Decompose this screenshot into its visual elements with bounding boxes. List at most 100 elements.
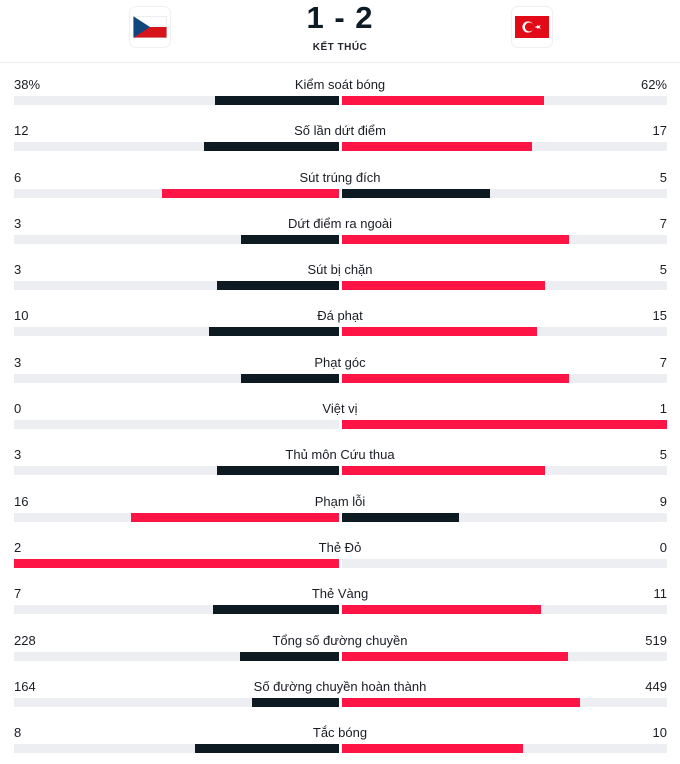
away-stat-bar: [342, 466, 545, 476]
away-stat-track: [342, 651, 667, 661]
home-stat-track: [14, 466, 339, 476]
home-stat-value: 228: [14, 632, 36, 648]
stat-row: 12 Số lần dứt điểm 17: [0, 109, 680, 155]
away-stat-bar: [342, 281, 545, 291]
away-stat-bar: [342, 744, 523, 754]
home-stat-track: [14, 96, 339, 105]
away-stat-bar: [342, 96, 544, 105]
away-stat-value: 17: [652, 123, 667, 139]
stat-row: 3 Sút bị chặn 5: [0, 248, 680, 294]
away-stat-value: 10: [652, 725, 667, 741]
stat-row: 3 Phạt góc 7: [0, 341, 680, 387]
home-stat-bar: [131, 512, 339, 522]
away-stat-bar: [342, 651, 568, 661]
home-stat-bar: [241, 234, 339, 244]
stat-label: Việt vị: [322, 401, 358, 417]
stat-label: Dứt điểm ra ngoài: [287, 215, 393, 231]
away-team-flag[interactable]: [512, 7, 552, 47]
stats-list: 38% Kiểm soát bóng 62% 12 Số lần dứt điểm 17 6…: [0, 63, 680, 757]
turkey-flag-icon: [515, 16, 549, 38]
away-stat-value: 5: [659, 447, 667, 463]
home-stat-bar: [217, 281, 339, 291]
stat-label: Sút bị chặn: [307, 262, 373, 278]
away-stat-bar: [342, 188, 490, 198]
away-stat-value: 7: [659, 215, 667, 231]
away-stat-track: [342, 188, 667, 198]
home-team-flag[interactable]: [130, 7, 170, 47]
home-stat-bar: [213, 605, 339, 615]
stat-row: 10 Đá phạt 15: [0, 294, 680, 340]
away-stat-track: [342, 373, 667, 383]
home-stat-track: [14, 188, 339, 198]
match-header: 1 - 2 KẾT THÚC: [0, 0, 680, 63]
stat-label: Phạt góc: [314, 354, 366, 370]
stat-row: 2 Thẻ Đỏ 0: [0, 526, 680, 572]
away-stat-bar: [342, 605, 541, 615]
home-stat-value: 6: [14, 169, 22, 185]
away-stat-track: [342, 327, 667, 337]
away-stat-track: [342, 512, 667, 522]
stat-label: Đá phạt: [317, 308, 363, 324]
stat-label: Thẻ Vàng: [311, 586, 369, 602]
away-stat-bar: [342, 327, 537, 337]
away-stat-track: [342, 605, 667, 615]
home-stat-track: [14, 651, 339, 661]
home-stat-value: 0: [14, 401, 22, 417]
away-stat-value: 5: [659, 169, 667, 185]
home-stat-bar: [209, 327, 339, 337]
stat-label: Tắc bóng: [312, 725, 368, 741]
home-stat-value: 3: [14, 447, 22, 463]
home-stat-value: 3: [14, 354, 22, 370]
home-stat-bar: [14, 558, 339, 568]
away-stat-value: 7: [659, 354, 667, 370]
stat-label: Phạm lỗi: [314, 493, 366, 509]
away-stat-value: 519: [645, 632, 667, 648]
home-stat-track: [14, 327, 339, 337]
away-stat-track: [342, 234, 667, 244]
home-stat-track: [14, 281, 339, 291]
stat-row: 0 Việt vị 1: [0, 387, 680, 433]
home-stat-value: 10: [14, 308, 29, 324]
away-stat-bar: [342, 512, 459, 522]
home-stat-track: [14, 605, 339, 615]
home-stat-bar: [162, 188, 339, 198]
home-stat-value: 7: [14, 586, 22, 602]
home-stat-track: [14, 512, 339, 522]
away-stat-track: [342, 96, 667, 105]
away-stat-value: 62%: [640, 77, 667, 92]
stat-row: 228 Tổng số đường chuyền 519: [0, 619, 680, 665]
away-stat-track: [342, 281, 667, 291]
home-stat-track: [14, 420, 339, 430]
away-stat-value: 1: [659, 401, 667, 417]
stat-row: 3 Thủ môn Cứu thua 5: [0, 433, 680, 479]
away-stat-track: [342, 744, 667, 754]
away-stat-value: 9: [659, 493, 667, 509]
home-stat-value: 2: [14, 539, 22, 555]
czech-flag-icon: [133, 16, 167, 38]
away-stat-bar: [342, 234, 569, 244]
home-stat-track: [14, 142, 339, 152]
home-stat-track: [14, 234, 339, 244]
away-stat-bar: [342, 373, 569, 383]
away-stat-track: [342, 420, 667, 430]
home-stat-bar: [215, 96, 339, 105]
away-stat-track: [342, 558, 667, 568]
stat-label: Số đường chuyền hoàn thành: [253, 678, 427, 694]
away-stat-bar: [342, 142, 532, 152]
home-stat-bar: [217, 466, 339, 476]
stat-row: 38% Kiểm soát bóng 62%: [0, 63, 680, 109]
home-stat-bar: [241, 373, 339, 383]
stat-row: 6 Sút trúng đích 5: [0, 156, 680, 202]
home-stat-value: 16: [14, 493, 29, 509]
stat-row: 16 Phạm lỗi 9: [0, 480, 680, 526]
away-stat-value: 0: [659, 539, 667, 555]
stat-label: Sút trúng đích: [299, 169, 381, 185]
home-stat-bar: [195, 744, 339, 754]
away-stat-value: 11: [653, 586, 668, 602]
stat-row: 8 Tắc bóng 10: [0, 711, 680, 757]
stat-label: Thủ môn Cứu thua: [285, 447, 395, 463]
stat-label: Số lần dứt điểm: [294, 123, 386, 139]
home-stat-value: 12: [14, 123, 29, 139]
away-stat-value: 5: [659, 262, 667, 278]
away-stat-bar: [342, 697, 580, 707]
